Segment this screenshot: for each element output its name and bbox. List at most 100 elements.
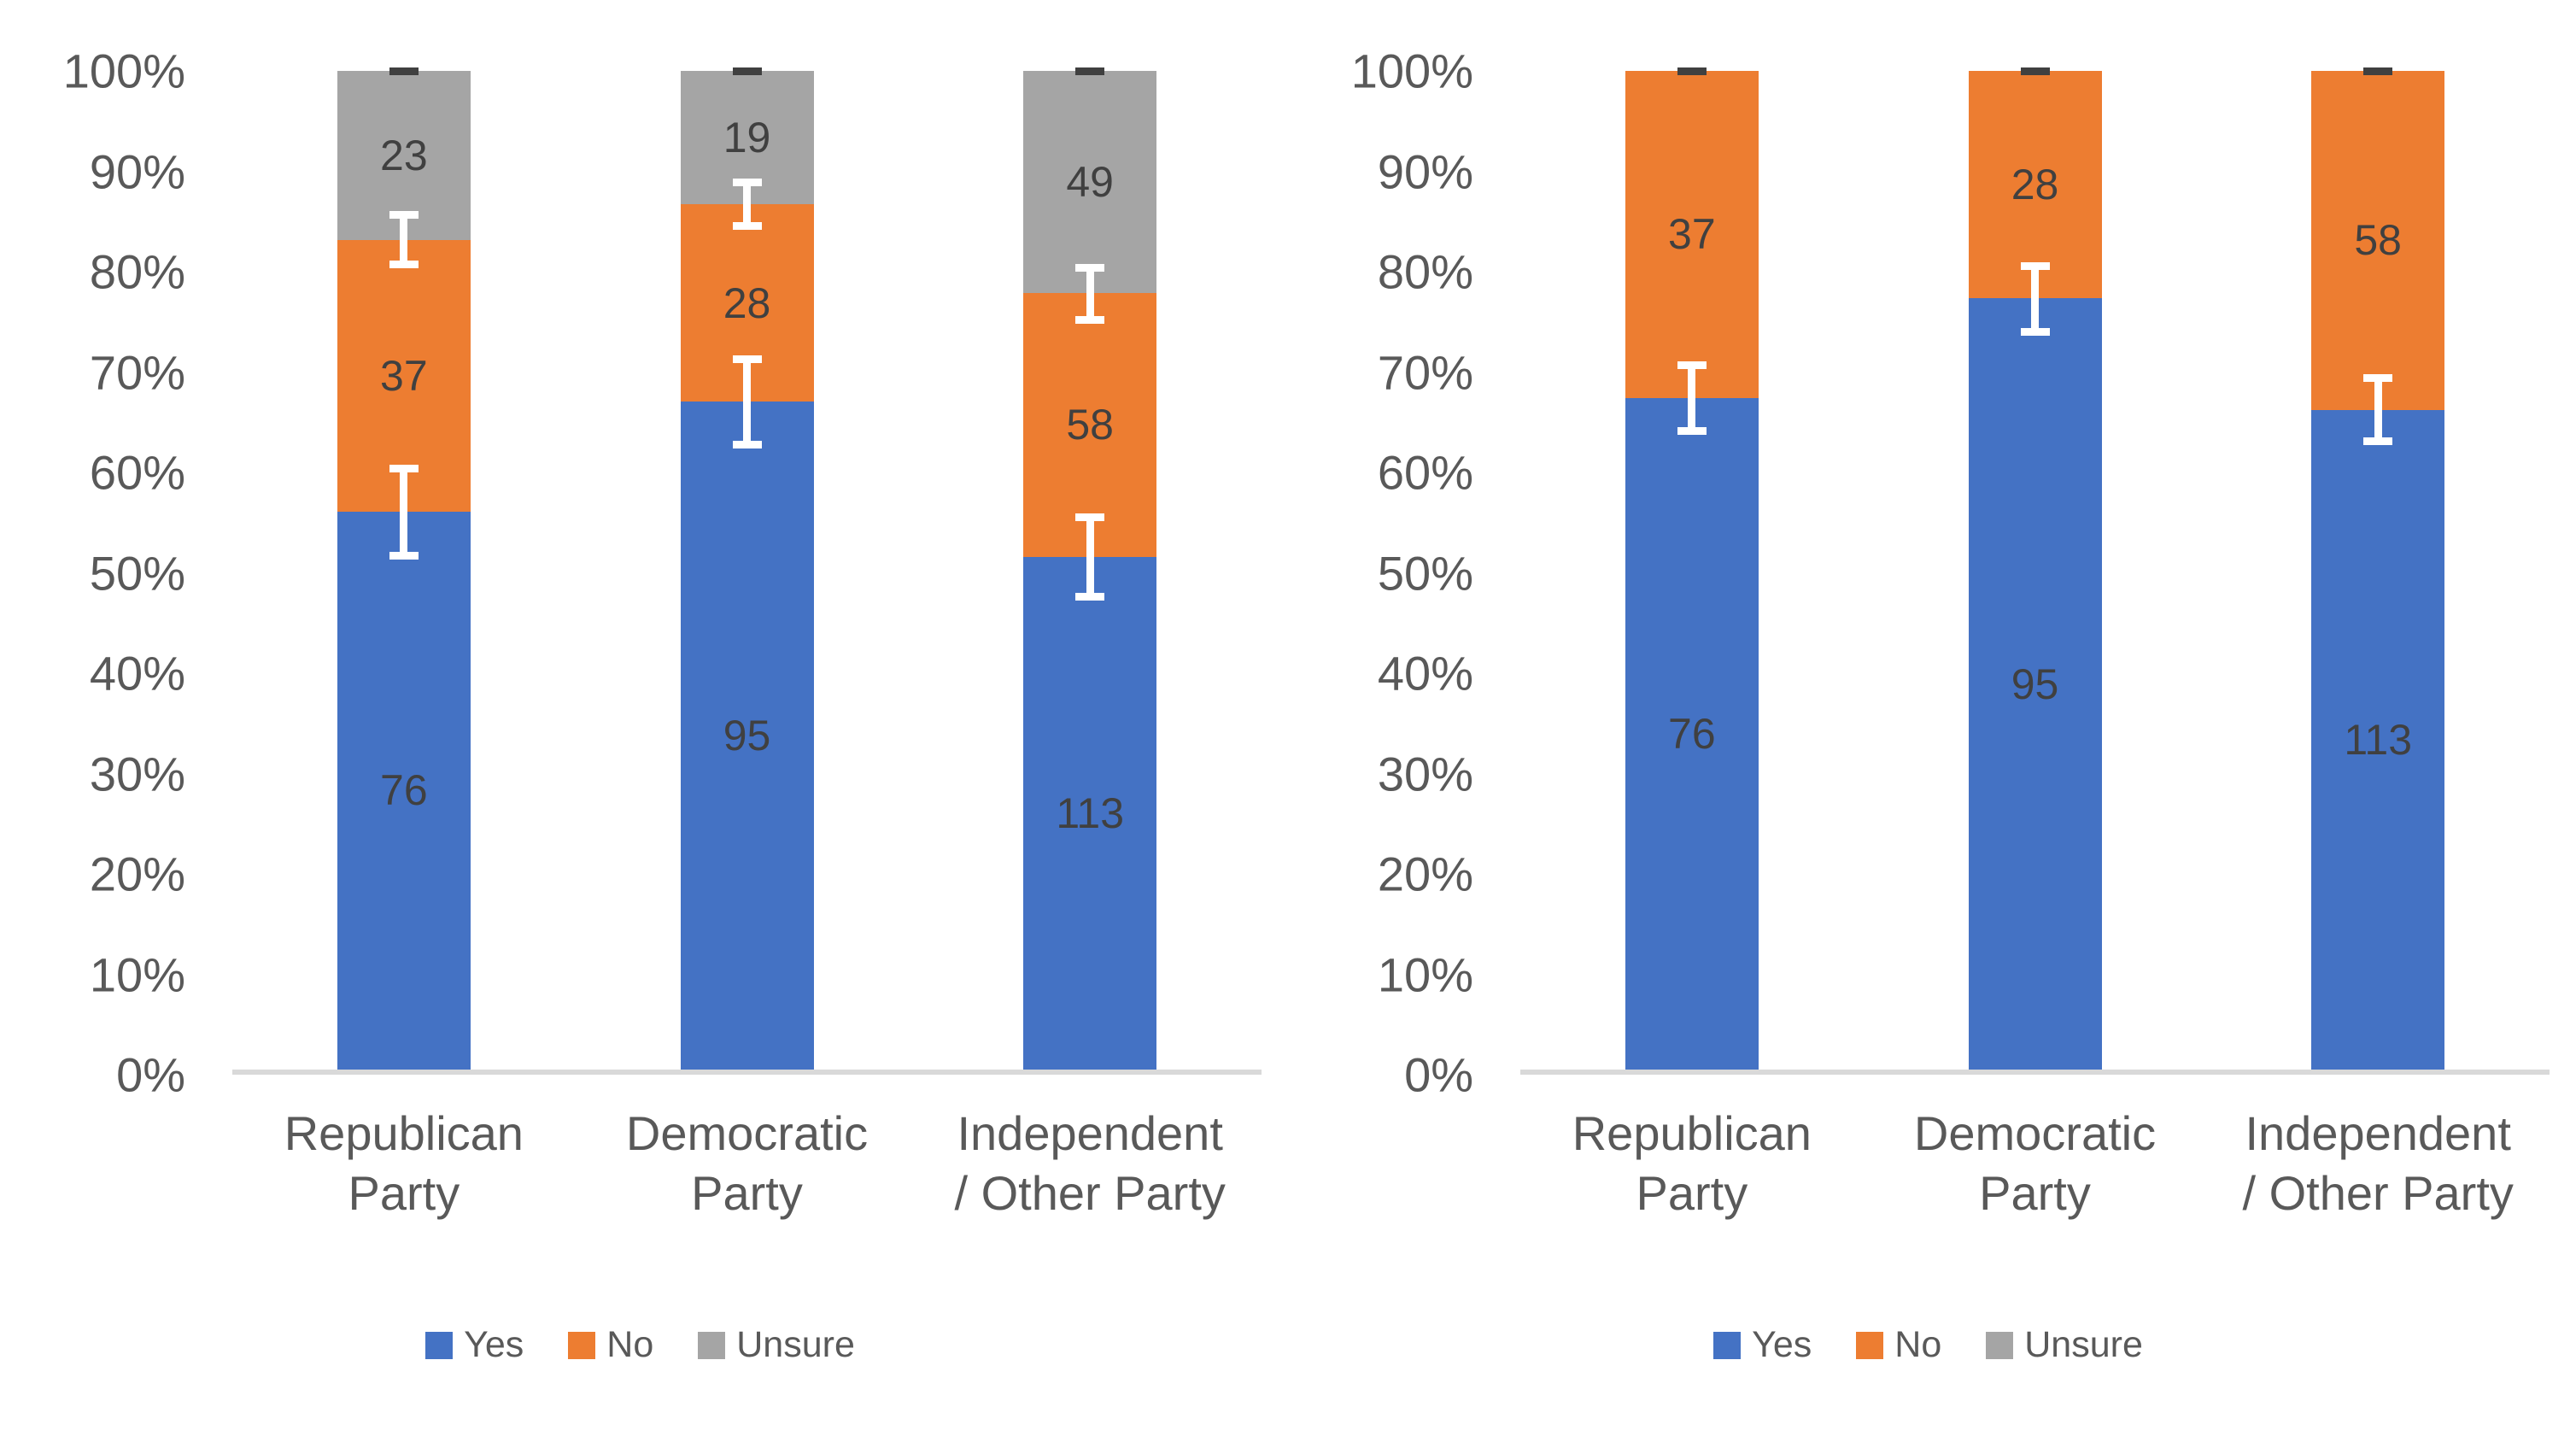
error-bar-line	[743, 355, 751, 448]
y-tick-label: 100%	[1350, 44, 1473, 98]
category-label-line: Party	[1636, 1166, 1748, 1220]
value-label: 58	[1066, 401, 1114, 449]
error-bar-cap-bottom	[732, 440, 762, 448]
bar-segment-yes	[1968, 298, 2102, 1070]
category-label-line: / Other Party	[954, 1166, 1226, 1220]
category-label-line: Democratic	[1913, 1106, 2157, 1160]
stacked-bar: 113 58 49	[1023, 67, 1157, 1070]
error-bar-line	[743, 179, 751, 230]
y-tick-label: 70%	[1377, 345, 1473, 399]
legend-item-yes: Yes	[1713, 1324, 1812, 1366]
error-bar	[389, 464, 419, 560]
value-label: 58	[2354, 216, 2402, 265]
legend-swatch-icon	[425, 1331, 454, 1359]
y-tick-label: 80%	[89, 244, 185, 299]
bar-slot: 76 37	[1520, 67, 1864, 1070]
value-label: 19	[723, 114, 771, 162]
error-bar-line	[2031, 262, 2039, 336]
category-label-line: Independent	[2245, 1106, 2511, 1160]
y-tick-label: 80%	[1377, 244, 1473, 299]
top-dash-mark	[2363, 67, 2393, 75]
legend-label: Yes	[464, 1324, 524, 1365]
bar-slot: 95 28	[1864, 67, 2207, 1070]
stacked-bar: 113 58	[2311, 67, 2445, 1070]
value-label: 28	[2011, 161, 2059, 209]
error-bar-line	[400, 464, 408, 560]
error-bar-cap-top	[2363, 374, 2393, 383]
stacked-bar: 76 37	[1625, 67, 1759, 1070]
plot-area: 76 37 95 28 113 58	[1520, 67, 2550, 1075]
error-bar-cap-bottom	[1075, 315, 1105, 324]
category-label-line: Republican	[1572, 1106, 1812, 1160]
error-bar-line	[1086, 513, 1094, 601]
value-label: 76	[1668, 709, 1716, 758]
error-bar-line	[1086, 263, 1094, 324]
y-tick-label: 60%	[89, 445, 185, 500]
category-label: Independent / Other Party	[2206, 1104, 2550, 1223]
legend: Yes No Unsure	[1307, 1324, 2550, 1366]
legend-label: No	[1894, 1324, 1942, 1365]
error-bar	[2363, 374, 2393, 446]
value-label: 113	[1056, 788, 1125, 837]
error-bar-cap-bottom	[732, 221, 762, 230]
y-axis: 100% 90% 80% 70% 60% 50% 40% 30% 20% 10% 0%	[1307, 44, 1520, 1102]
bar-segment-yes	[337, 511, 471, 1070]
legend-swatch-icon	[698, 1331, 726, 1359]
error-bar-cap-top	[2020, 262, 2050, 271]
error-bar-cap-top	[389, 210, 419, 219]
legend-label: No	[606, 1324, 654, 1365]
error-bar	[1677, 361, 1707, 435]
category-label-line: Independent	[957, 1106, 1223, 1160]
legend: Yes No Unsure	[19, 1324, 1262, 1366]
error-bar	[732, 355, 762, 448]
bar-segment-yes	[1625, 397, 1759, 1070]
bar-segment-yes	[680, 401, 814, 1070]
y-tick-label: 60%	[1377, 445, 1473, 500]
legend-item-yes: Yes	[425, 1324, 524, 1366]
category-label-line: Republican	[284, 1106, 524, 1160]
error-bar	[389, 210, 419, 269]
category-label: Republican Party	[232, 1104, 576, 1223]
error-bar	[1075, 263, 1105, 324]
y-axis: 100% 90% 80% 70% 60% 50% 40% 30% 20% 10% 0%	[19, 44, 232, 1102]
legend-item-unsure: Unsure	[698, 1324, 855, 1366]
error-bar-line	[1688, 361, 1696, 435]
top-dash-mark	[389, 67, 419, 75]
error-bar-cap-bottom	[389, 551, 419, 560]
top-dash-mark	[2020, 67, 2050, 75]
error-bar-cap-bottom	[2020, 327, 2050, 336]
error-bar	[1075, 513, 1105, 601]
category-label-line: Democratic	[625, 1106, 869, 1160]
y-tick-label: 40%	[1377, 646, 1473, 701]
bar-segment-no	[2311, 71, 2445, 410]
legend-item-no: No	[568, 1324, 653, 1366]
stacked-bar: 95 28	[1968, 67, 2102, 1070]
bar-slot: 113 58 49	[918, 67, 1262, 1070]
category-label-line: Party	[348, 1166, 460, 1220]
legend-swatch-icon	[1986, 1331, 2014, 1359]
bar-slot: 76 37 23	[232, 67, 576, 1070]
error-bar-cap-top	[732, 355, 762, 364]
top-dash-mark	[732, 67, 762, 75]
value-label: 37	[380, 351, 428, 400]
plot-area: 76 37 23 95 28 19 113 58 49	[232, 67, 1262, 1075]
right-chart: 100% 90% 80% 70% 60% 50% 40% 30% 20% 10% 0% 76 37 95 2…	[1288, 0, 2576, 1448]
chart-grid: 100% 90% 80% 70% 60% 50% 40% 30% 20% 10% 0% 76 37 95 2…	[1307, 0, 2576, 1366]
error-bar-line	[2374, 374, 2382, 446]
y-tick-label: 10%	[1377, 947, 1473, 1001]
y-tick-label: 30%	[1377, 747, 1473, 800]
error-bar-cap-bottom	[1677, 426, 1707, 435]
category-label: Republican Party	[1520, 1104, 1864, 1223]
category-label-line: Party	[1979, 1166, 2091, 1220]
category-axis: Republican Party Democratic Party Independen…	[232, 1104, 1262, 1223]
error-bar-cap-top	[1075, 513, 1105, 521]
chart-grid: 100% 90% 80% 70% 60% 50% 40% 30% 20% 10% 0% 76 37 23 9…	[19, 0, 1288, 1366]
error-bar-cap-bottom	[1075, 592, 1105, 601]
value-label: 23	[380, 131, 428, 179]
bar-slot: 95 28 19	[576, 67, 919, 1070]
legend-swatch-icon	[568, 1331, 596, 1359]
legend-label: Unsure	[736, 1324, 855, 1365]
y-tick-label: 40%	[89, 646, 185, 701]
left-chart: 100% 90% 80% 70% 60% 50% 40% 30% 20% 10% 0% 76 37 23 9…	[19, 0, 1288, 1366]
value-label: 76	[380, 766, 428, 815]
